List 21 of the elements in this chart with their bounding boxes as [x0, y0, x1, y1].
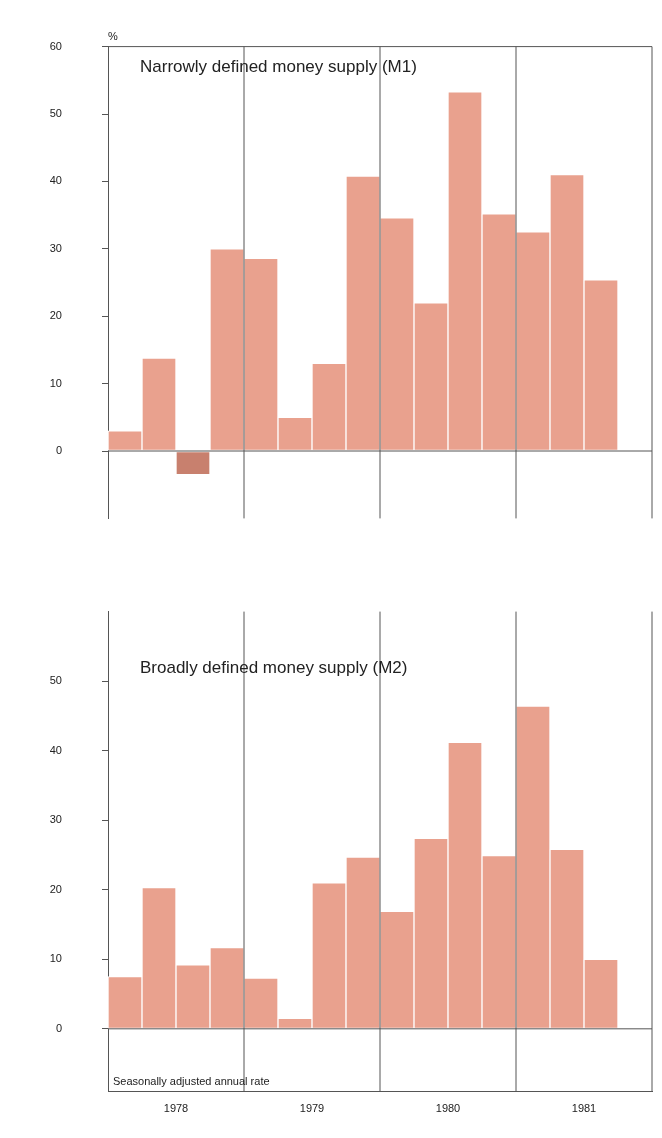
y-tick-label: 50: [49, 674, 62, 687]
y-tick-label: 20: [49, 882, 62, 895]
y-axis-title: %: [108, 30, 118, 43]
annotation: Seasonally adjusted annual rate: [113, 1074, 270, 1087]
x-tick-label: 1979: [299, 1102, 325, 1115]
y-tick-label: 30: [49, 241, 62, 254]
y-tick-label: 0: [55, 1021, 62, 1034]
x-tick-label: 1978: [163, 1102, 189, 1115]
y-tick-label: 30: [49, 813, 62, 826]
y-tick-label: 50: [49, 107, 62, 120]
y-tick-label: 40: [49, 174, 62, 187]
text: Narrowly defined money supply (M1): [140, 56, 417, 76]
y-tick-label: 10: [49, 376, 62, 389]
y-tick-label: 0: [55, 444, 62, 457]
y-tick-label: 20: [49, 309, 62, 322]
y-tick-label: 60: [49, 39, 62, 52]
y-tick-label: 10: [49, 952, 62, 965]
x-tick-label: 1981: [571, 1102, 597, 1115]
text: Broadly defined money supply (M2): [140, 658, 408, 678]
y-tick-label: 40: [49, 743, 62, 756]
x-tick-label: 1980: [435, 1102, 461, 1115]
